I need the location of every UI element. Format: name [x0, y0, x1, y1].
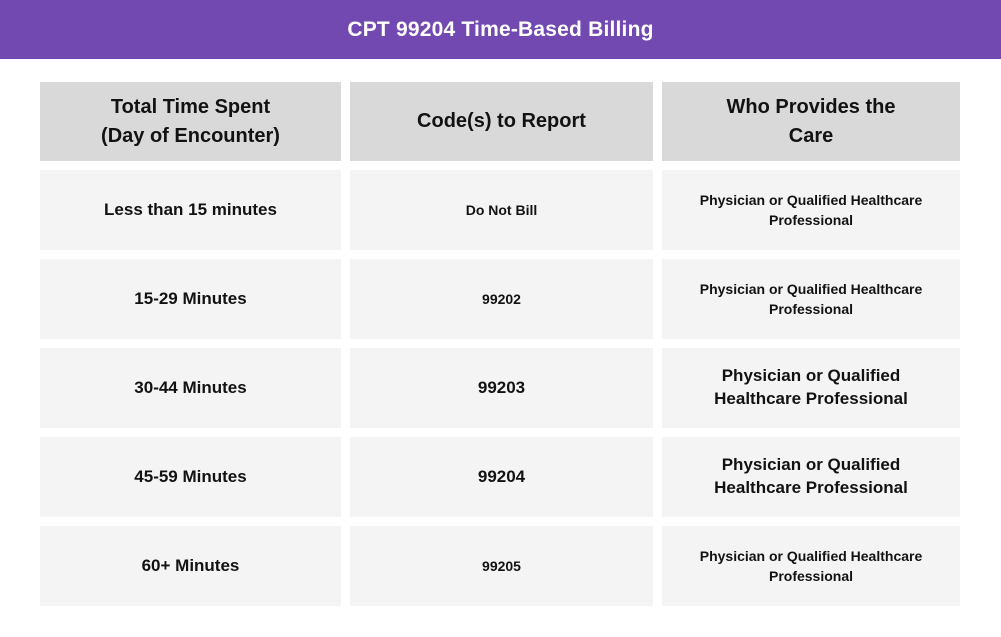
cell-time: 45-59 Minutes	[40, 437, 341, 517]
cell-provider: Physician or Qualified Healthcare Profes…	[662, 437, 960, 517]
cell-provider: Physician or Qualified Healthcare Profes…	[662, 348, 960, 428]
page-title: CPT 99204 Time-Based Billing	[347, 17, 654, 41]
cell-code: 99204	[350, 437, 653, 517]
header-total-time: Total Time Spent (Day of Encounter)	[40, 82, 341, 161]
table-row: 30-44 Minutes 99203 Physician or Qualifi…	[40, 348, 960, 428]
table-row: Less than 15 minutes Do Not Bill Physici…	[40, 170, 960, 250]
table-row: 60+ Minutes 99205 Physician or Qualified…	[40, 526, 960, 606]
table-row: 15-29 Minutes 99202 Physician or Qualifi…	[40, 259, 960, 339]
header-codes-to-report: Code(s) to Report	[350, 82, 653, 161]
cell-provider: Physician or Qualified Healthcare Profes…	[662, 259, 960, 339]
header-who-provides-care: Who Provides the Care	[662, 82, 960, 161]
cell-time: Less than 15 minutes	[40, 170, 341, 250]
cell-code: 99205	[350, 526, 653, 606]
cell-time: 15-29 Minutes	[40, 259, 341, 339]
cell-provider: Physician or Qualified Healthcare Profes…	[662, 170, 960, 250]
table-header-row: Total Time Spent (Day of Encounter) Code…	[40, 82, 960, 161]
cell-time: 30-44 Minutes	[40, 348, 341, 428]
cell-code: Do Not Bill	[350, 170, 653, 250]
cell-time: 60+ Minutes	[40, 526, 341, 606]
table-row: 45-59 Minutes 99204 Physician or Qualifi…	[40, 437, 960, 517]
cell-code: 99203	[350, 348, 653, 428]
title-banner: CPT 99204 Time-Based Billing	[0, 0, 1001, 59]
cell-code: 99202	[350, 259, 653, 339]
billing-table: Total Time Spent (Day of Encounter) Code…	[40, 82, 960, 606]
cell-provider: Physician or Qualified Healthcare Profes…	[662, 526, 960, 606]
